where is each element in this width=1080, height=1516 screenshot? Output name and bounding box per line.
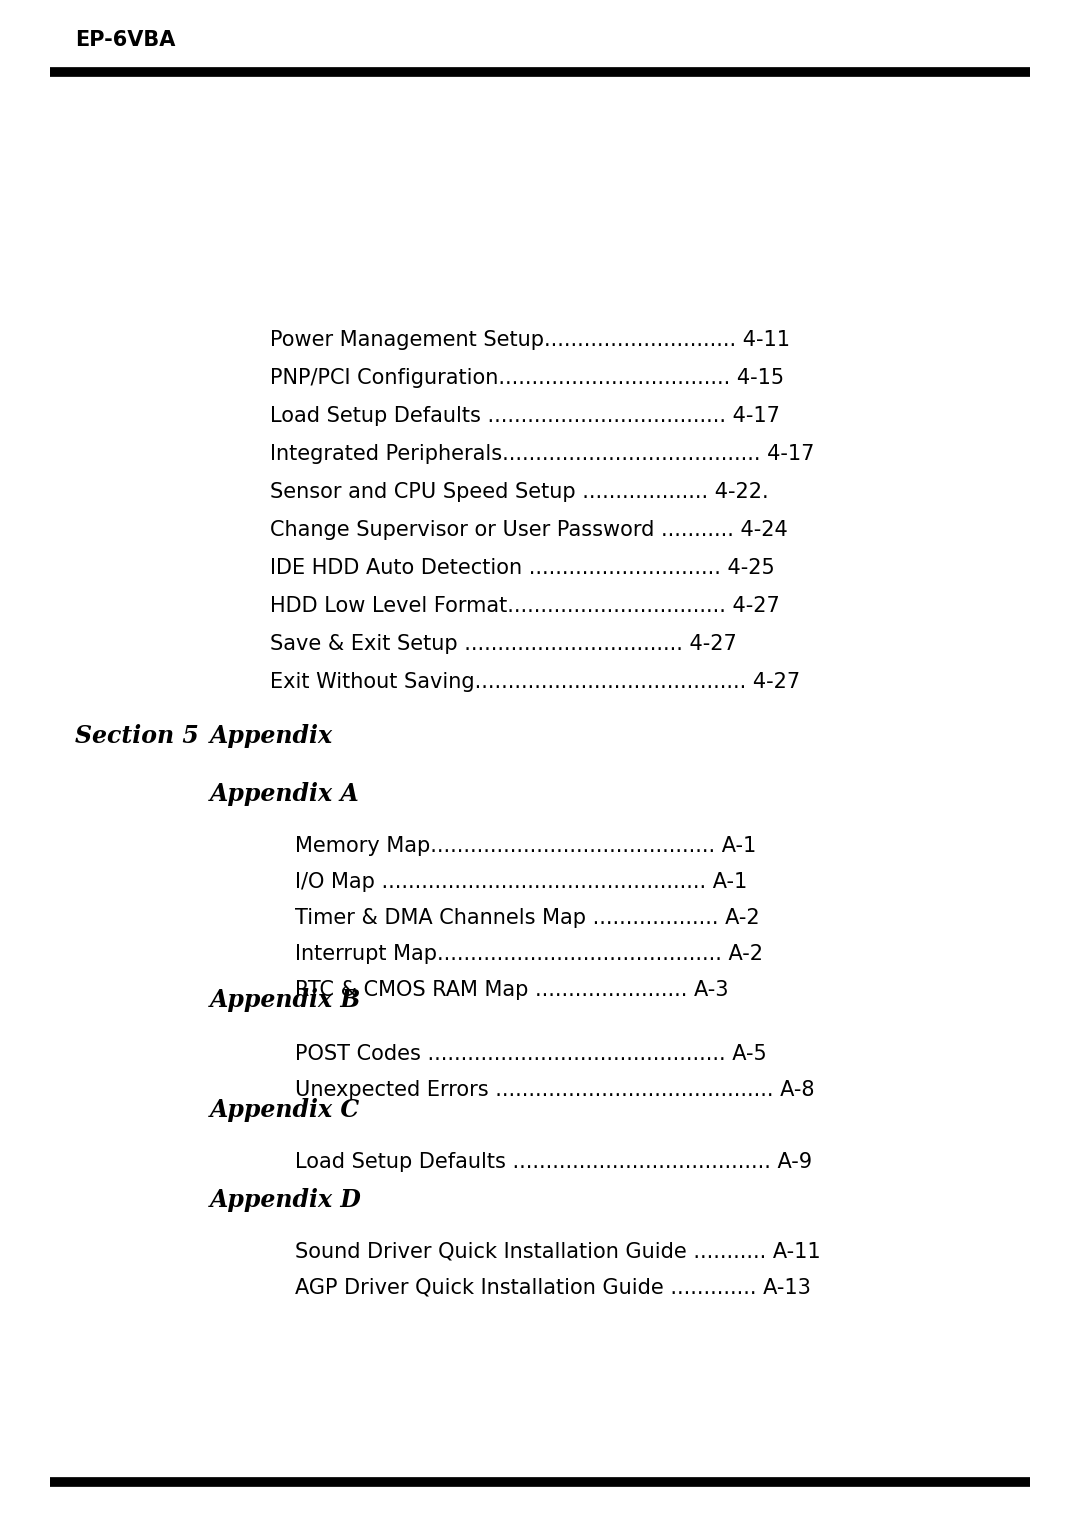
Text: Sensor and CPU Speed Setup ................... 4-22.: Sensor and CPU Speed Setup .............… — [270, 482, 769, 502]
Text: Power Management Setup............................. 4-11: Power Management Setup..................… — [270, 330, 789, 350]
Text: I/O Map ................................................. A-1: I/O Map ................................… — [295, 872, 747, 891]
Text: Change Supervisor or User Password ........... 4-24: Change Supervisor or User Password .....… — [270, 520, 787, 540]
Text: Unexpected Errors .......................................... A-8: Unexpected Errors ......................… — [295, 1079, 814, 1101]
Text: Load Setup Defaults ....................................... A-9: Load Setup Defaults ....................… — [295, 1152, 812, 1172]
Text: Appendix D: Appendix D — [210, 1189, 362, 1211]
Text: Sound Driver Quick Installation Guide ........... A-11: Sound Driver Quick Installation Guide ..… — [295, 1242, 821, 1261]
Text: Load Setup Defaults .................................... 4-17: Load Setup Defaults ....................… — [270, 406, 780, 426]
Text: Appendix A: Appendix A — [210, 782, 360, 807]
Text: Appendix B: Appendix B — [210, 988, 362, 1013]
Text: RTC & CMOS RAM Map ....................... A-3: RTC & CMOS RAM Map .....................… — [295, 979, 729, 1001]
Text: Section 5: Section 5 — [75, 725, 199, 747]
Text: Save & Exit Setup ................................. 4-27: Save & Exit Setup ......................… — [270, 634, 737, 653]
Text: POST Codes ............................................. A-5: POST Codes .............................… — [295, 1045, 767, 1064]
Text: AGP Driver Quick Installation Guide ............. A-13: AGP Driver Quick Installation Guide ....… — [295, 1278, 811, 1298]
Text: PNP/PCI Configuration................................... 4-15: PNP/PCI Configuration...................… — [270, 368, 784, 388]
Text: Appendix C: Appendix C — [210, 1098, 360, 1122]
Text: EP-6VBA: EP-6VBA — [75, 30, 175, 50]
Text: Integrated Peripherals....................................... 4-17: Integrated Peripherals..................… — [270, 444, 814, 464]
Text: HDD Low Level Format................................. 4-27: HDD Low Level Format....................… — [270, 596, 780, 615]
Text: Memory Map........................................... A-1: Memory Map..............................… — [295, 835, 756, 857]
Text: Timer & DMA Channels Map ................... A-2: Timer & DMA Channels Map ...............… — [295, 908, 759, 928]
Text: Interrupt Map........................................... A-2: Interrupt Map...........................… — [295, 944, 762, 964]
Text: Appendix: Appendix — [210, 725, 333, 747]
Text: Exit Without Saving......................................... 4-27: Exit Without Saving.....................… — [270, 672, 800, 691]
Text: IDE HDD Auto Detection ............................. 4-25: IDE HDD Auto Detection .................… — [270, 558, 774, 578]
